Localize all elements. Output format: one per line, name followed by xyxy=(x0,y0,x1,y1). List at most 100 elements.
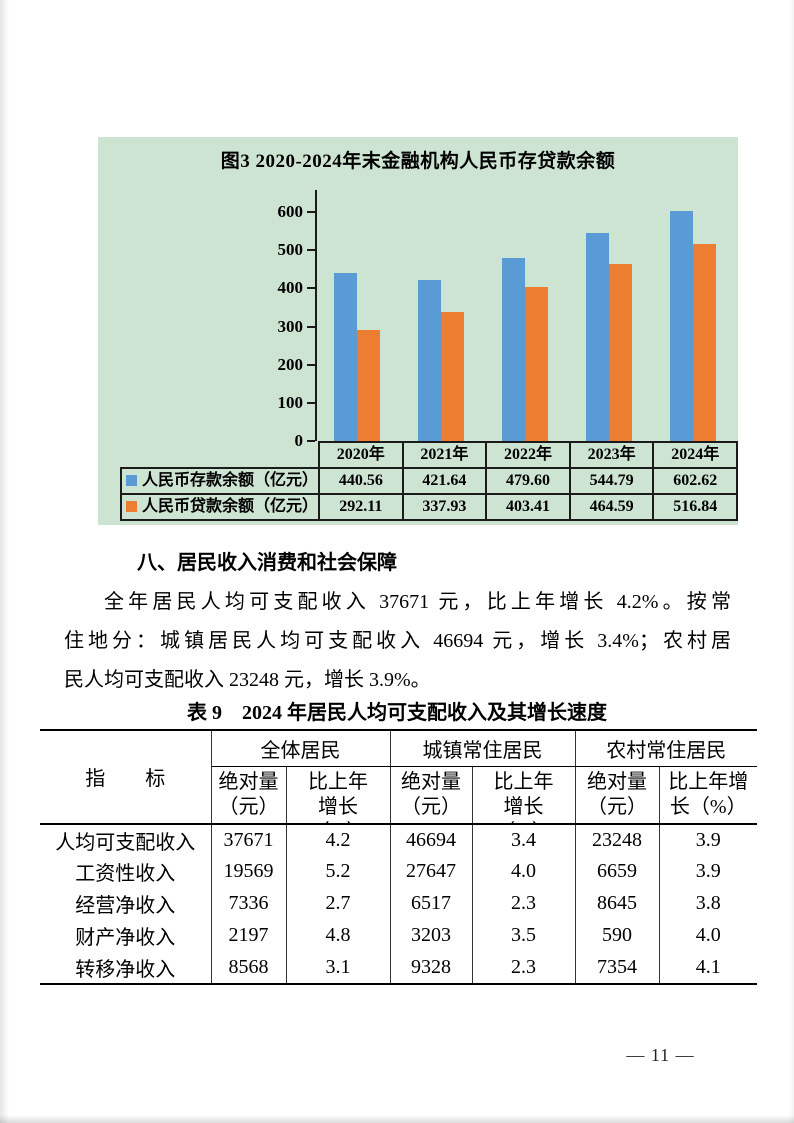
value-cell: 27647 xyxy=(389,855,473,888)
y-tick-mark xyxy=(307,325,315,328)
section-heading: 八、居民收入消费和社会保障 xyxy=(137,552,397,574)
legend-value-cell: 544.79 xyxy=(568,467,655,495)
sub-header-line: 长（%） xyxy=(669,795,747,818)
deposit-bar xyxy=(670,211,693,441)
value-cell: 5.2 xyxy=(285,855,391,888)
y-tick-mark xyxy=(307,440,315,442)
value-cell: 4.1 xyxy=(658,951,757,984)
value-cell: 3.5 xyxy=(471,919,576,952)
value-cell: 3203 xyxy=(389,919,473,952)
value-cell: 3.8 xyxy=(658,887,757,920)
loan-bar xyxy=(693,244,716,441)
legend-value-cell: 337.93 xyxy=(401,493,488,521)
sub-header-lines: 绝对量 （元） xyxy=(212,767,286,823)
income-table: 指 标全体居民城镇常住居民农村常住居民绝对量（元）比上年增长（%）绝对量（元）比… xyxy=(40,729,757,985)
legend-series-name: 人民币存款余额（亿元） xyxy=(142,472,319,489)
row-label-cell: 经营净收入 xyxy=(40,887,212,920)
table9-group-header-row: 指 标全体居民 城镇常住居民 农村常住居民 xyxy=(40,730,757,825)
sub-header-line: 比上年 xyxy=(308,770,368,793)
deposit-bar xyxy=(502,258,525,441)
row-label-cell: 人均可支配收入 xyxy=(40,823,212,856)
body-paragraph: 全年居民人均可支配收入 37671 元，比上年增长 4.2%。按常 住地分：城镇… xyxy=(64,583,731,700)
value-cell: 2.3 xyxy=(471,951,576,984)
sub-header-lines: 比上年增长（%） xyxy=(660,767,758,823)
sub-header-cell: 比上年增长（%） xyxy=(658,766,758,825)
figure3-bar-chart: 图3 2020-2024年末金融机构人民币存贷款余额 0 100 200 300 400… xyxy=(98,137,738,525)
sub-header-lines: 比上年增长（%） xyxy=(287,767,390,823)
value-cell: 8645 xyxy=(574,887,660,920)
table-row: 工资性收入 19569 5.2 27647 4.0 6659 3.9 xyxy=(40,855,757,888)
legend-value-cell: 602.62 xyxy=(652,467,738,495)
chart-year-cell: 2022年 xyxy=(485,441,571,469)
loan-bar xyxy=(357,330,380,441)
value-cell: 6659 xyxy=(574,855,660,888)
value-cell: 4.0 xyxy=(658,919,757,952)
legend-value-cell: 292.11 xyxy=(318,493,404,521)
deposit-bar xyxy=(586,233,609,441)
y-tick-mark xyxy=(307,363,315,366)
sub-header-line: （元） xyxy=(401,795,461,818)
table9-sub-header-row: 绝对量（元）比上年增长（%）绝对量（元）比上年增长（%）绝对量（元）比上年增长（… xyxy=(40,766,758,825)
table-row: 经营净收入 7336 2.7 6517 2.3 8645 3.8 xyxy=(40,887,757,920)
table-row: 转移净收入 8568 3.1 9328 2.3 7354 4.1 xyxy=(40,951,757,984)
sub-header-line: 比上年增 xyxy=(668,770,749,793)
value-cell: 590 xyxy=(574,919,660,952)
chart-year-cell: 2021年 xyxy=(401,441,488,469)
page-edge-shadow-bottom xyxy=(0,1115,794,1123)
deposit-legend-swatch xyxy=(126,475,137,486)
page-number: — 11 — xyxy=(626,1045,695,1065)
row-label-cell: 转移净收入 xyxy=(40,951,212,984)
y-tick-label: 300 xyxy=(277,316,304,336)
y-tick-mark xyxy=(307,287,315,290)
y-tick-label: 600 xyxy=(277,202,304,221)
sub-header-line: 绝对量 xyxy=(218,770,279,793)
row-label-cell: 财产净收入 xyxy=(40,919,212,952)
chart-legend-table: 2020年 2021年 2022年 2023年 2024年 人民币存款余额（亿元） 440.… xyxy=(119,441,738,521)
deposit-bar xyxy=(418,280,441,441)
group-header-cell: 农村常住居民 xyxy=(574,730,757,767)
value-cell: 3.9 xyxy=(658,823,757,856)
legend-value-cell: 516.84 xyxy=(652,493,738,521)
page-edge-shadow-left xyxy=(0,0,9,1123)
value-cell: 3.1 xyxy=(285,951,391,984)
value-cell: 2.3 xyxy=(471,887,576,920)
value-cell: 4.0 xyxy=(471,855,576,888)
value-cell: 23248 xyxy=(574,823,660,856)
sub-header-lines: 绝对量 （元） xyxy=(576,767,659,823)
value-cell: 8568 xyxy=(210,951,287,984)
group-header-cell: 城镇常住居民 xyxy=(389,730,576,767)
value-cell: 4.2 xyxy=(285,823,391,856)
loan-bar xyxy=(609,264,632,441)
sub-header-lines: 比上年增长（%） xyxy=(473,767,575,823)
chart-year-row: 2020年 2021年 2022年 2023年 2024年 xyxy=(121,441,738,469)
y-axis xyxy=(315,190,317,441)
legend-empty-cell xyxy=(121,442,319,468)
sub-header-cell: 绝对量 （元） xyxy=(211,766,287,825)
legend-series-name: 人民币贷款余额（亿元） xyxy=(142,498,319,515)
legend-value-cell: 440.56 xyxy=(318,467,404,495)
paragraph-line: 民人均可支配收入 23248 元，增长 3.9%。 xyxy=(64,669,431,691)
sub-header-cell: 比上年增长（%） xyxy=(471,766,576,825)
row-label-cell: 工资性收入 xyxy=(40,855,212,888)
legend-value-cell: 403.41 xyxy=(485,493,571,521)
value-cell: 3.9 xyxy=(658,855,757,888)
chart-legend-row: 人民币存款余额（亿元） 440.56 421.64 479.60 544.79 602.6… xyxy=(119,467,738,495)
sub-header-line: （%） xyxy=(287,820,390,823)
sub-header-line: 绝对量 xyxy=(401,770,461,793)
y-tick-label: 100 xyxy=(277,392,304,412)
sub-header-cell: 绝对量 （元） xyxy=(574,766,660,825)
value-cell: 37671 xyxy=(210,823,287,856)
y-tick-label: 0 xyxy=(294,431,304,450)
y-tick-mark xyxy=(307,211,315,213)
sub-header-cell: 绝对量 （元） xyxy=(389,766,473,825)
legend-name-cell: 人民币贷款余额（亿元） xyxy=(119,493,321,521)
y-tick-label: 200 xyxy=(277,354,304,374)
group-header-cell: 全体居民 xyxy=(210,730,391,767)
sub-header-line: （%） xyxy=(473,820,575,823)
legend-value-cell: 479.60 xyxy=(485,467,571,495)
chart-year-cell: 2024年 xyxy=(652,441,738,469)
value-cell: 9328 xyxy=(389,951,473,984)
value-cell: 7354 xyxy=(574,951,660,984)
table9-title: 表 9 2024 年居民人均可支配收入及其增长速度 xyxy=(187,702,607,724)
